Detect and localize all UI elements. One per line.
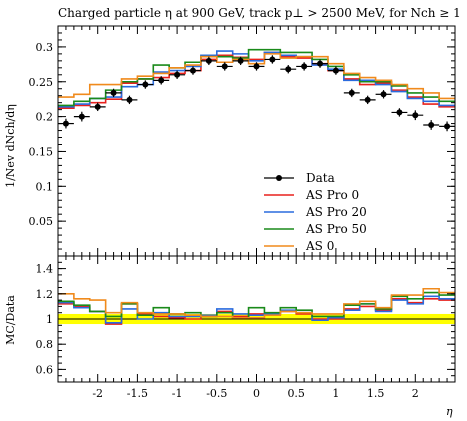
data-point [110, 89, 117, 96]
ratio-series-line-as-0 [58, 287, 455, 319]
ratio-y-tick-label: 1 [46, 313, 53, 326]
x-tick-label: -1 [172, 387, 183, 400]
main-y-tick-label: 0.1 [36, 180, 54, 193]
data-point [428, 121, 435, 128]
legend-label: AS 0 [305, 239, 334, 253]
data-point [221, 63, 228, 70]
data-point [62, 120, 69, 127]
data-point [158, 77, 165, 84]
legend-data-marker [276, 175, 282, 181]
ratio-panel: 0.6 0.8 1 1.2 1.4 -2 -1.5 -1 -0.5 0 0.5 1 1.5 2 MC/D… [4, 255, 456, 418]
x-tick-label: 2 [412, 387, 419, 400]
data-point [142, 81, 149, 88]
data-point [78, 113, 85, 120]
ratio-y-axis-label: MC/Data [4, 295, 17, 345]
main-y-axis-label: 1/Nev dNch/dη [4, 104, 17, 188]
data-point [380, 91, 387, 98]
x-tick-label: 1 [332, 387, 339, 400]
data-point [189, 67, 196, 74]
data-point [396, 109, 403, 116]
data-point [364, 96, 371, 103]
ratio-y-tick-label: 1.4 [36, 263, 54, 276]
data-point [317, 60, 324, 67]
legend-label: AS Pro 20 [305, 205, 367, 219]
data-point [348, 89, 355, 96]
legend-label-data: Data [306, 171, 335, 185]
ratio-y-tick-label: 0.8 [36, 338, 54, 351]
data-point [94, 103, 101, 110]
data-point [253, 63, 260, 70]
data-point [237, 57, 244, 64]
data-point [332, 67, 339, 74]
data-point [269, 56, 276, 63]
x-axis-label: η [446, 405, 453, 418]
x-tick-label: -1.5 [127, 387, 148, 400]
ratio-y-tick-label: 0.6 [36, 363, 54, 376]
data-point [205, 57, 212, 64]
data-point [126, 96, 133, 103]
x-tick-label: 0.5 [287, 387, 305, 400]
data-point [301, 63, 308, 70]
legend: Data AS Pro 0 AS Pro 20 AS Pro 50 AS 0 [264, 171, 367, 253]
data-point [412, 112, 419, 119]
x-tick-label: 0 [253, 387, 260, 400]
main-y-tick-label: 0.05 [29, 215, 54, 228]
data-point [174, 71, 181, 78]
chart-title: Charged particle η at 900 GeV, track p⊥ … [58, 6, 461, 20]
x-tick-label: 1.5 [367, 387, 385, 400]
series-line-as-pro-0 [58, 51, 455, 110]
legend-label: AS Pro 50 [305, 222, 367, 236]
main-y-tick-label: 0.15 [29, 145, 54, 158]
main-y-tick-label: 0.3 [36, 41, 54, 54]
data-point [444, 123, 451, 130]
main-y-tick-label: 0.2 [36, 111, 54, 124]
main-panel: 0.05 0.1 0.15 0.2 0.25 0.3 1/Nev dNch/dη Data… [4, 25, 456, 257]
x-tick-label: -2 [92, 387, 103, 400]
x-tick-label: -0.5 [206, 387, 227, 400]
legend-label: AS Pro 0 [305, 188, 359, 202]
ratio-y-tick-label: 1.2 [36, 288, 54, 301]
main-y-tick-label: 0.25 [29, 76, 54, 89]
data-point [285, 66, 292, 73]
